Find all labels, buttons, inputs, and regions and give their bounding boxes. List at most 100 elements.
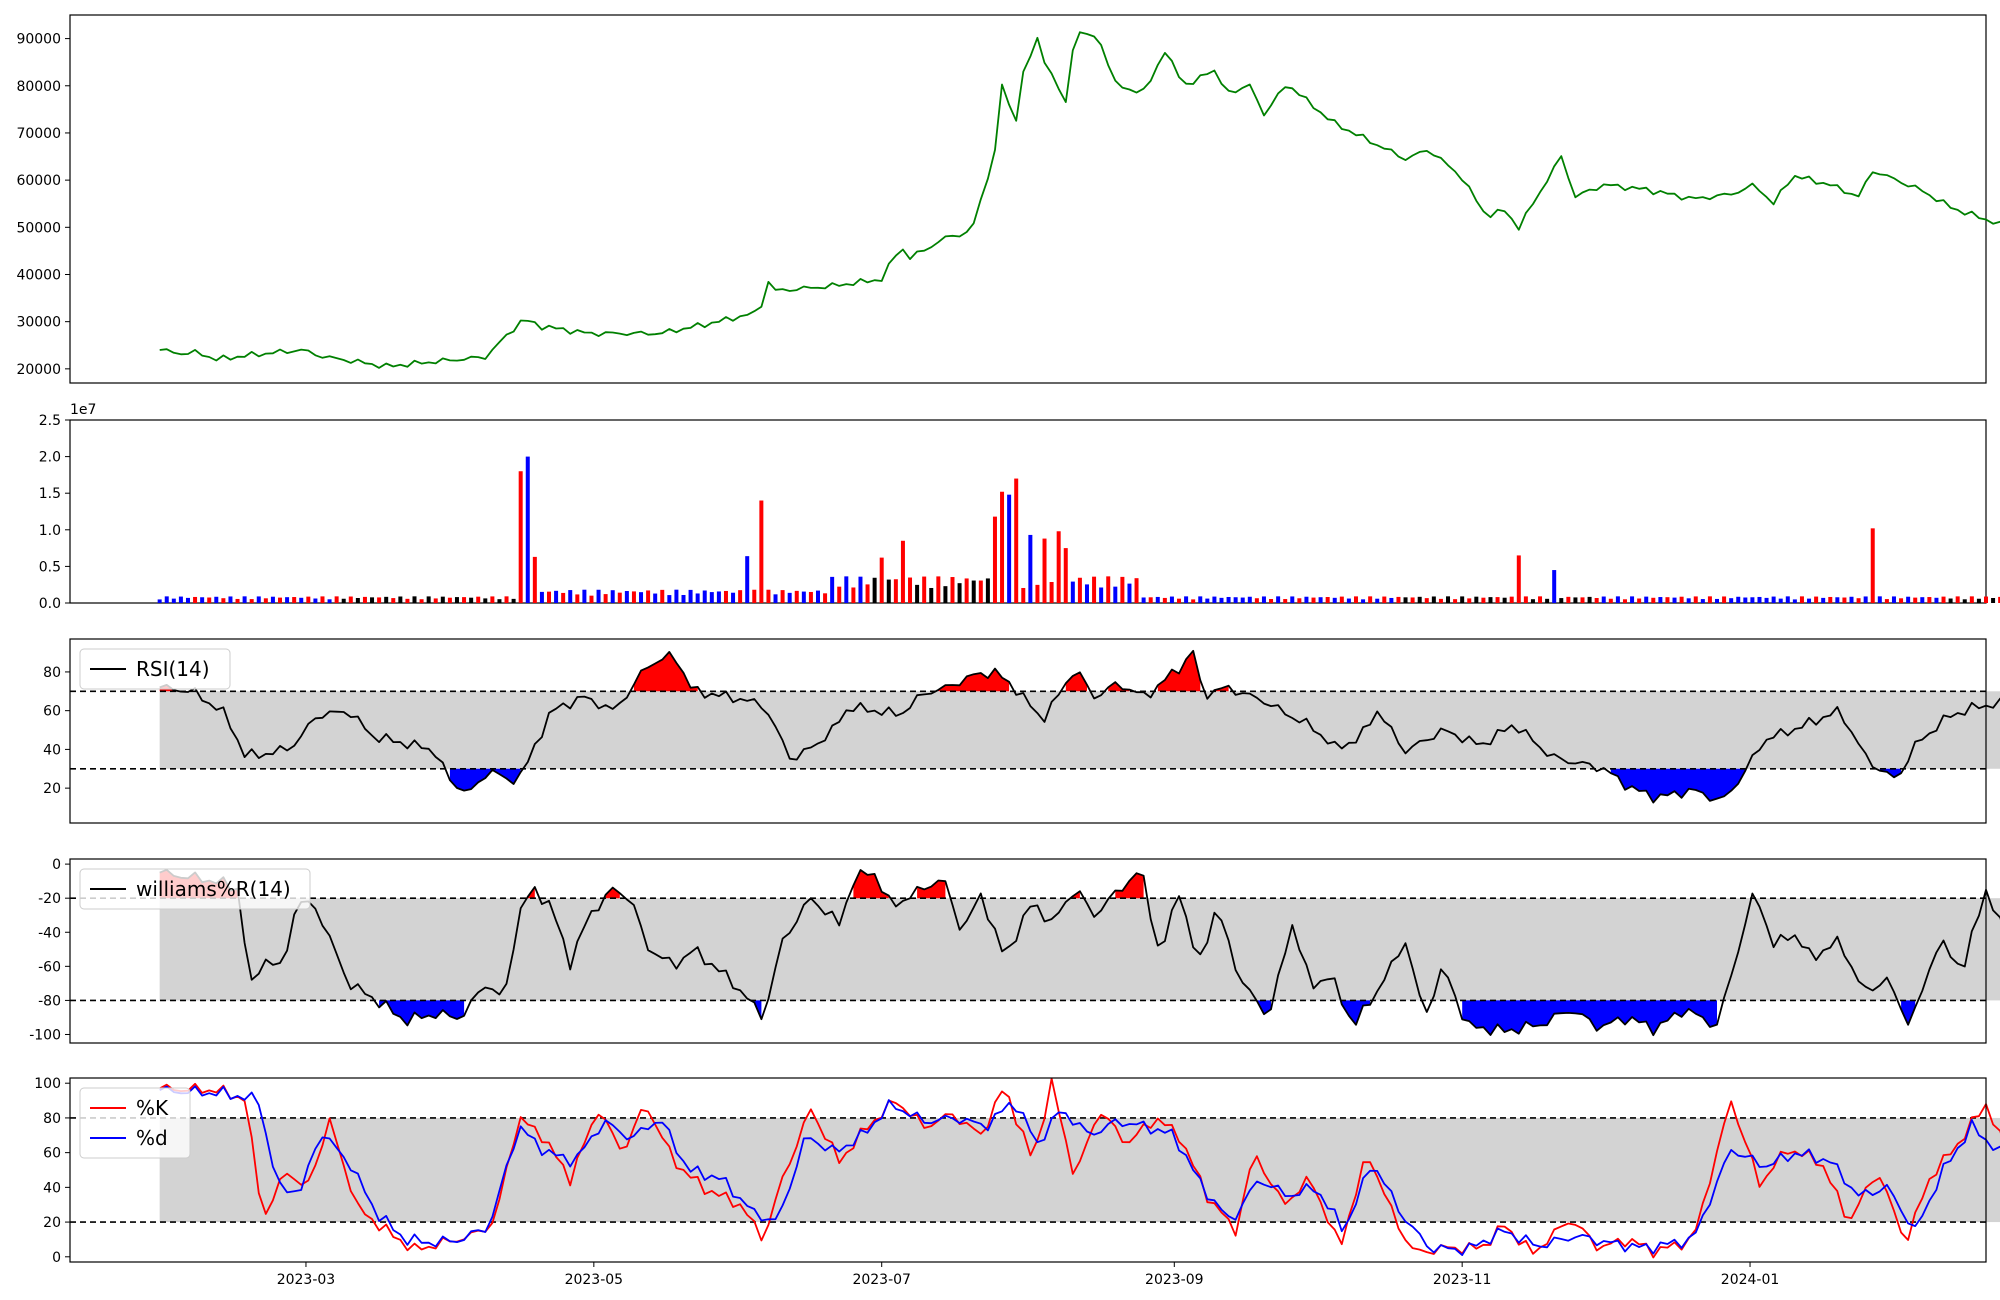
rsi-oversold-fill [449,768,521,791]
volume-bar [1615,596,1620,603]
volume-bar [950,577,955,603]
volume-bar [589,595,594,603]
volume-bar [1693,596,1698,603]
rsi-overbought-fill [633,651,698,692]
volume-bar [348,596,353,603]
volume-bar [1891,596,1896,603]
volume-ytick-label: 0.5 [39,559,61,575]
williams-oversold-fill [1341,1000,1371,1025]
volume-bar [1601,596,1606,603]
volume-bar [511,598,516,603]
volume-bar [639,592,644,603]
volume-bar [575,594,580,603]
williams-legend: williams%R(14) [79,868,311,910]
volume-bar [1021,587,1026,603]
price-ytick-label: 20000 [16,362,61,378]
williams-overbought-fill [853,870,889,899]
volume-bar [235,598,240,603]
volume-bar [872,577,877,603]
volume-bar [1332,597,1337,603]
volume-bar [547,591,551,603]
volume-bar [1757,596,1762,603]
volume-bar [865,584,870,603]
stochastic-legend: %K %d [79,1087,191,1159]
williams-ytick-label: -60 [38,959,61,975]
volume-bar [1913,597,1918,603]
volume-bar [171,598,176,603]
volume-bar [1141,597,1146,603]
volume-bar [1877,596,1882,603]
volume-bar [1318,597,1323,603]
volume-bar [1516,555,1521,603]
volume-bar [1792,599,1797,603]
volume-bar [384,596,389,603]
volume-bar [1785,596,1790,603]
williams-oversold-fill [379,1000,465,1026]
volume-bar [1976,598,1981,603]
volume-bar [709,592,714,603]
volume-bar [320,596,325,603]
volume-bar [178,596,183,603]
x-axis-tick-label: 2023-09 [1145,1272,1204,1288]
volume-bar [858,576,863,603]
stochastic-ytick-label: 60 [43,1146,61,1162]
volume-bar [1410,597,1415,603]
volume-bar [716,591,721,603]
volume-bar [362,596,367,603]
volume-bar [964,578,969,603]
volume-bar [1353,596,1358,603]
volume-bar [582,589,587,603]
volume-bar [454,597,459,603]
x-axis-tick-label: 2024-01 [1721,1272,1780,1288]
volume-bar [469,597,474,603]
x-axis-tick-label: 2023-03 [277,1272,336,1288]
volume-bar [646,590,651,603]
rsi-axes-frame [69,638,1987,824]
volume-bar [1736,596,1741,603]
volume-bar [1155,596,1160,603]
williams-oversold-fill [1901,1000,1916,1025]
volume-bar [808,591,813,603]
volume-bar [207,597,212,603]
volume-bar [483,598,488,603]
stochastic-legend-label: %K [136,1096,169,1120]
williams-axes-frame [69,858,1987,1044]
volume-bar [221,598,226,603]
volume-bar [292,597,297,603]
volume-bar [1438,598,1443,603]
volume-bar [1530,599,1535,603]
volume-bar [1417,596,1422,603]
volume-bar [1269,598,1274,603]
volume-bar [731,592,736,603]
volume-bar [193,596,198,603]
volume-bar [1205,598,1210,603]
volume-bar [1651,597,1656,603]
volume-bar [1467,598,1472,603]
volume-bar [377,597,382,603]
volume-bar [270,596,275,603]
volume-bar [1906,596,1911,603]
volume-bar [1920,597,1925,603]
volume-bar [285,597,290,603]
volume-bar [433,598,438,603]
volume-ytick-label: 1.0 [39,523,61,539]
volume-bar [228,596,233,603]
volume-bar [313,598,318,603]
volume-axes-frame [69,419,1987,604]
volume-bar [1502,597,1507,603]
volume-bar [1403,597,1408,603]
volume-bar [1014,478,1019,603]
volume-bar [879,557,884,603]
volume-bar [1523,596,1528,603]
volume-bar [1339,596,1344,603]
volume-bar [759,500,764,603]
rsi-legend: RSI(14) [79,648,231,690]
price-ytick-label: 80000 [16,79,61,95]
volume-bar [1219,597,1224,603]
volume-bar [1700,599,1705,603]
volume-bar [1849,596,1854,603]
volume-bar [1049,581,1054,603]
stochastic-ytick-label: 0 [52,1250,61,1266]
volume-bar [306,596,311,603]
